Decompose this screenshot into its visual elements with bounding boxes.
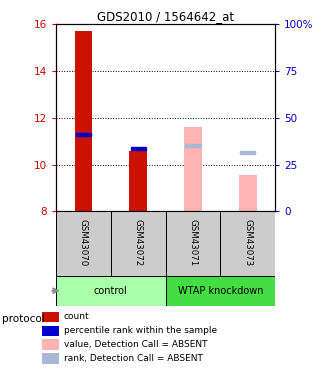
Text: GSM43071: GSM43071 <box>188 219 197 266</box>
Bar <box>56 211 111 276</box>
Bar <box>185 144 201 147</box>
Bar <box>129 151 147 211</box>
Text: WTAP knockdown: WTAP knockdown <box>178 286 263 296</box>
Bar <box>131 147 146 150</box>
Bar <box>166 276 275 306</box>
Bar <box>240 151 255 154</box>
Text: GSM43072: GSM43072 <box>134 219 143 266</box>
Text: count: count <box>64 312 90 321</box>
Bar <box>75 31 92 211</box>
Bar <box>166 211 220 276</box>
Bar <box>184 127 202 212</box>
Text: rank, Detection Call = ABSENT: rank, Detection Call = ABSENT <box>64 354 203 363</box>
Text: GSM43070: GSM43070 <box>79 219 88 266</box>
Bar <box>239 175 257 211</box>
Title: GDS2010 / 1564642_at: GDS2010 / 1564642_at <box>97 10 234 23</box>
Text: value, Detection Call = ABSENT: value, Detection Call = ABSENT <box>64 340 207 349</box>
Bar <box>220 211 275 276</box>
Text: protocol: protocol <box>2 315 44 324</box>
Text: percentile rank within the sample: percentile rank within the sample <box>64 326 217 335</box>
Text: GSM43073: GSM43073 <box>243 219 252 266</box>
Bar <box>76 133 91 136</box>
Text: control: control <box>94 286 128 296</box>
Bar <box>56 276 166 306</box>
Bar <box>111 211 166 276</box>
